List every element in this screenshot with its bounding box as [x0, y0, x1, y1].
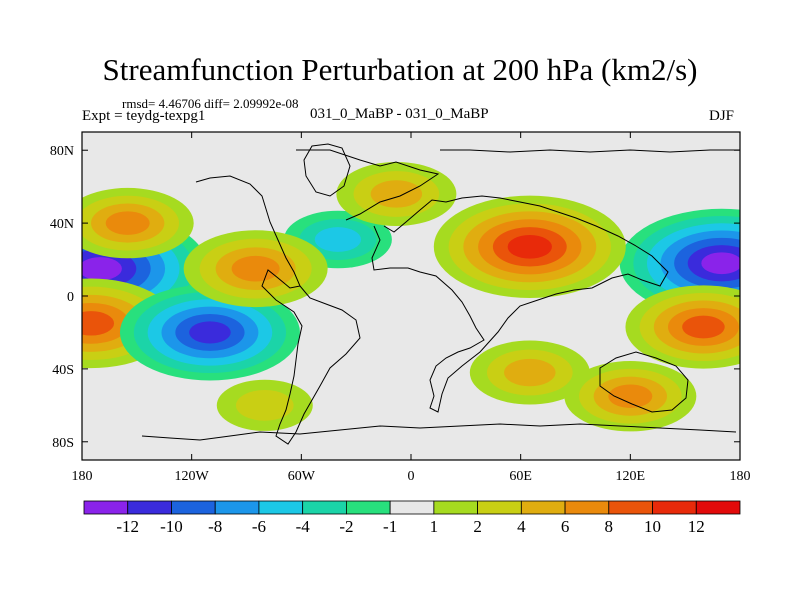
contour-field [82, 132, 740, 460]
x-tick-label: 120E [616, 469, 646, 484]
coastline-north [296, 149, 440, 221]
coastline-americas [195, 175, 361, 445]
colorbar-label: 10 [644, 517, 661, 536]
contour-band [105, 211, 150, 235]
y-tick-label: 40N [50, 217, 74, 232]
colorbar-swatch [520, 500, 566, 515]
contour-band [608, 384, 653, 408]
colorbar-swatch [652, 500, 697, 515]
coastline-outline [141, 143, 740, 445]
x-tick-label: 120W [175, 469, 210, 484]
contour-max-2 [433, 195, 626, 298]
y-tick-label: 40S [52, 363, 74, 378]
colorbar-swatch [214, 500, 260, 515]
colorbar-swatch [83, 500, 129, 515]
colorbar-label: 2 [473, 517, 482, 536]
stats-text: rmsd= 4.46706 diff= 2.09992e-08 [122, 96, 299, 111]
colorbar-label: -10 [160, 517, 183, 536]
x-tick-label: 60W [288, 469, 316, 484]
colorbar-swatch [258, 500, 304, 515]
colorbar-label: -6 [252, 517, 266, 536]
colorbar-label: 4 [517, 517, 526, 536]
colorbar-label: -8 [208, 517, 222, 536]
colorbar-swatch [389, 500, 435, 515]
colorbar-swatch [171, 500, 216, 515]
contour-max-4 [183, 230, 328, 308]
chart-title: Streamfunction Perturbation at 200 hPa (… [102, 52, 698, 87]
colorbar-swatch [127, 500, 172, 515]
contour-band [189, 321, 231, 344]
colorbar-label: -12 [116, 517, 139, 536]
axes: 180 120W 60W 0 60E 120E 180 80N 40N 0 40S 80S [50, 132, 751, 484]
comparison-label: 031_0_MaBP - 031_0_MaBP [310, 106, 489, 122]
colorbar-label: 12 [688, 517, 705, 536]
colorbar-label: -2 [339, 517, 353, 536]
contour-band [235, 389, 294, 421]
contour-band [682, 315, 725, 339]
contour-band [504, 358, 556, 387]
contour-max-6 [82, 187, 194, 259]
contour-band [82, 311, 115, 336]
y-tick-label: 80N [50, 144, 74, 159]
y-tick-label: 80S [52, 436, 74, 451]
contour-band [507, 234, 552, 259]
x-tick-label: 0 [408, 469, 415, 484]
colorbar-swatch [477, 500, 522, 515]
contour-band [701, 252, 740, 275]
experiment-label: Expt = teydg-texpg1 [82, 108, 206, 124]
colorbar-label: 8 [605, 517, 614, 536]
contour-max-9 [216, 379, 313, 431]
colorbar: -12 -10 -8 -6 -4 -2 -1 1 2 4 6 8 10 12 [83, 500, 741, 536]
contour-max-7 [469, 340, 590, 405]
colorbar-label: 1 [430, 517, 439, 536]
colorbar-swatch [345, 500, 391, 515]
season-label: DJF [709, 108, 735, 124]
colorbar-swatch [608, 500, 653, 515]
contour-band [314, 227, 362, 252]
colorbar-swatch [302, 500, 347, 515]
colorbar-swatch [433, 500, 479, 515]
contour-band [231, 255, 280, 282]
colorbar-label: -1 [383, 517, 397, 536]
contour-max-8 [564, 361, 697, 432]
contour-band [82, 257, 122, 281]
contour-max-3 [625, 285, 740, 369]
coastline-antarctica [141, 423, 737, 441]
y-tick-label: 0 [67, 290, 74, 305]
coastline-eurasia [371, 195, 669, 413]
colorbar-label: -4 [296, 517, 311, 536]
x-tick-label: 180 [730, 469, 751, 484]
coastline-australia [599, 351, 689, 413]
x-tick-label: 180 [72, 469, 93, 484]
coastline-greenland [303, 143, 351, 197]
coastline-north-asia [440, 149, 740, 153]
colorbar-swatch [564, 500, 610, 515]
colorbar-label: 6 [561, 517, 570, 536]
contour-min-2 [119, 284, 300, 381]
colorbar-swatch [695, 500, 741, 515]
x-tick-label: 60E [509, 469, 532, 484]
